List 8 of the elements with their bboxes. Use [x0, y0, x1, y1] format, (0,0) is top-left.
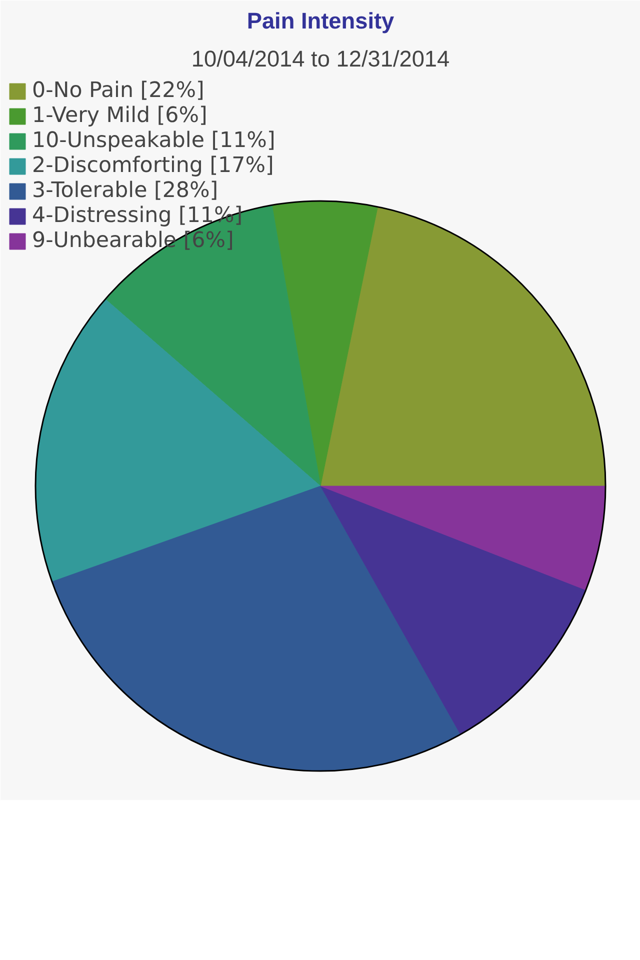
legend-label: 10-Unspeakable [11%] — [32, 128, 276, 153]
legend-label: 9-Unbearable [6%] — [32, 228, 234, 253]
legend-label: 2-Discomforting [17%] — [32, 153, 274, 178]
legend-label: 0-No Pain [22%] — [32, 78, 204, 103]
legend-label: 1-Very Mild [6%] — [32, 103, 208, 128]
chart-subtitle: 10/04/2014 to 12/31/2014 — [191, 46, 450, 72]
legend-label: 3-Tolerable [28%] — [32, 178, 218, 203]
chart-title: Pain Intensity — [246, 8, 395, 34]
